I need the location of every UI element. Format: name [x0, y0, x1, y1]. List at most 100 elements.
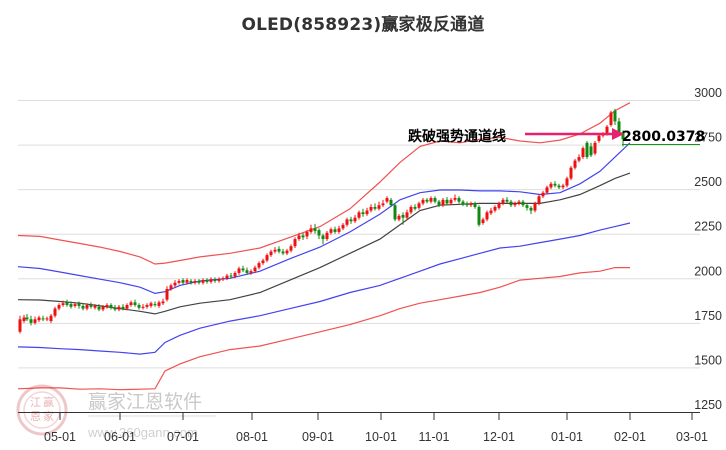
x-tick-label: 08-01: [236, 430, 268, 444]
candle: [389, 198, 393, 207]
candle: [617, 117, 621, 134]
candle: [301, 232, 305, 240]
candle: [29, 315, 33, 326]
candle: [85, 303, 89, 311]
watermark-url: www.360gann.com: [87, 425, 198, 440]
y-tick-label: 2500: [694, 175, 722, 189]
line-inner-lower: [17, 222, 631, 355]
candle: [117, 305, 121, 312]
candle: [589, 142, 593, 158]
candle: [349, 216, 353, 224]
candle: [453, 194, 457, 202]
y-tick-label: 3000: [694, 86, 722, 100]
watermark-logo-icon: [16, 384, 68, 436]
candle: [441, 198, 445, 207]
x-tick-label: 12-01: [483, 430, 515, 444]
candle: [257, 261, 261, 270]
candle: [381, 199, 385, 207]
candle: [341, 223, 345, 231]
candle: [361, 208, 365, 217]
candle: [161, 298, 165, 306]
candle: [93, 304, 97, 310]
candle: [225, 273, 229, 281]
y-tick-label: 1500: [694, 353, 722, 367]
candle: [613, 108, 617, 125]
y-tick-label: 1750: [694, 309, 722, 323]
candle: [97, 304, 101, 312]
candle: [385, 196, 389, 204]
candle: [493, 205, 497, 213]
candle: [213, 277, 217, 283]
y-tick-label: 1250: [694, 398, 722, 412]
candle: [137, 303, 141, 310]
candle: [89, 302, 93, 309]
channel-lines: [17, 102, 631, 391]
candle: [413, 204, 417, 211]
candle: [537, 194, 541, 206]
candle: [157, 300, 161, 308]
candle: [573, 158, 577, 170]
candle: [609, 110, 613, 127]
x-tick-label: 07-01: [167, 430, 199, 444]
candle: [581, 146, 585, 159]
y-axis-labels: 3000 2750 2500 2250 2000 1750 1500 1250: [694, 86, 722, 412]
candle: [409, 205, 413, 215]
wm-logo-char: 家: [43, 409, 54, 423]
candle: [125, 303, 129, 311]
candle: [65, 299, 69, 307]
candle: [293, 237, 297, 248]
candle: [18, 315, 22, 334]
candle: [269, 249, 273, 257]
arrow-right-icon: [612, 128, 624, 140]
candle: [297, 232, 301, 241]
candle: [285, 248, 289, 256]
candle: [197, 279, 201, 285]
candle: [113, 305, 117, 312]
candle: [73, 302, 77, 308]
candle: [249, 269, 253, 275]
candle: [373, 203, 377, 211]
candle: [545, 185, 549, 195]
candle: [533, 201, 537, 213]
candle: [277, 246, 281, 254]
candle: [329, 227, 333, 235]
candle: [261, 258, 265, 265]
candle: [345, 217, 349, 227]
candle: [577, 154, 581, 163]
candle: [517, 199, 521, 206]
watermark-brand: 赢家江恩软件: [88, 391, 202, 413]
candle: [241, 265, 245, 273]
candle: [521, 199, 525, 207]
candle: [37, 315, 41, 322]
x-tick-label: 05-01: [44, 430, 76, 444]
candle: [561, 183, 565, 190]
x-tick-label: 01-01: [551, 430, 583, 444]
candle: [189, 279, 193, 285]
candle: [501, 198, 505, 206]
candle: [489, 207, 493, 215]
candle: [437, 199, 441, 207]
candle: [333, 226, 337, 234]
candle: [529, 206, 533, 215]
candle: [177, 279, 181, 285]
candle: [101, 305, 105, 312]
candle: [165, 286, 169, 302]
candle: [425, 198, 429, 204]
candle: [565, 176, 569, 188]
candle: [357, 210, 361, 220]
candle: [549, 182, 553, 190]
candle: [309, 224, 313, 234]
wm-logo-char: 恩: [30, 410, 41, 423]
candle: [173, 280, 177, 288]
candle: [201, 278, 205, 285]
candle: [57, 303, 61, 311]
candle: [69, 301, 73, 309]
candle: [429, 196, 433, 204]
line-inner-upper: [17, 142, 631, 295]
candle: [481, 217, 485, 225]
candle: [121, 304, 125, 311]
candle: [289, 244, 293, 253]
candle: [597, 133, 601, 143]
candle: [509, 199, 513, 207]
